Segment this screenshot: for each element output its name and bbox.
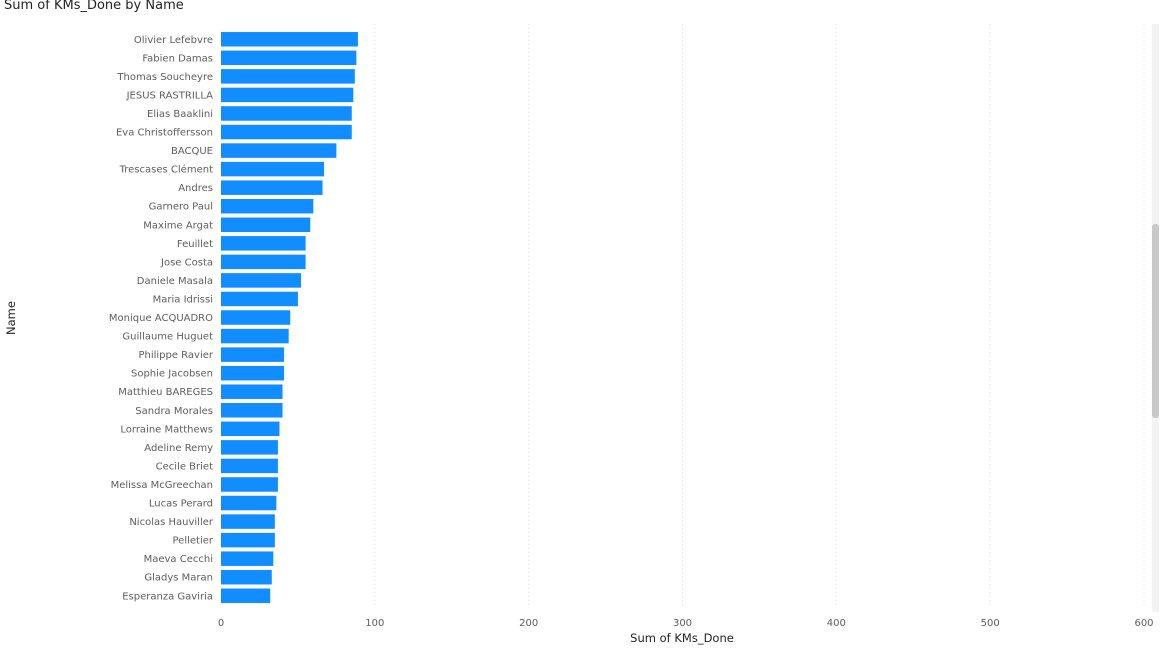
bar[interactable] [221,87,354,103]
x-tick-label: 500 [981,618,1000,629]
bar[interactable] [221,551,274,566]
bar[interactable] [221,365,285,381]
category-label: Trescases Clément [119,164,213,176]
category-label: Philippe Ravier [138,350,213,361]
bar[interactable] [221,532,275,548]
category-label: Fabien Damas [142,53,213,64]
category-label: Lorraine Matthews [120,424,213,435]
bar[interactable] [221,161,325,177]
x-tick-labels: 0 100 200 300 400 500 600 [218,618,1154,629]
category-label: Esperanza Gaviria [122,591,213,602]
bar[interactable] [221,477,278,492]
bar[interactable] [221,328,289,344]
category-label: Adeline Remy [144,443,213,454]
bar[interactable] [221,421,280,437]
bar[interactable] [221,514,275,529]
x-tick-label: 600 [1134,618,1153,629]
bar[interactable] [221,106,352,121]
chart-title: Sum of KMs_Done by Name [4,0,184,13]
category-label: Jose Costa [160,257,213,268]
category-label: Eva Christoffersson [116,128,213,139]
x-axis-title: Sum of KMs_Done [630,631,734,645]
x-tick-label: 100 [365,618,384,629]
category-label: Maxime Argat [143,220,213,231]
bar[interactable] [221,69,355,84]
category-label: Cecile Briet [156,461,213,472]
category-label: Elias Baaklini [147,109,213,120]
x-tick-label: 0 [218,618,224,629]
bar[interactable] [221,50,357,66]
category-label: Garnero Paul [149,202,213,213]
x-tick-label: 300 [673,618,692,629]
category-label: Thomas Soucheyre [116,72,213,83]
bar[interactable] [221,403,283,418]
category-label: Sophie Jacobsen [131,369,213,380]
category-label: Guillaume Huguet [122,332,213,343]
category-label: Matthieu BAREGES [118,387,213,398]
category-labels: Olivier Lefebvre Fabien Damas Thomas Souch… [109,35,214,603]
bar[interactable] [221,32,358,47]
gridlines [374,24,1145,606]
bar[interactable] [221,440,278,455]
bar[interactable] [221,180,323,195]
x-tick-label: 200 [519,618,538,629]
category-label: Melissa McGreechan [111,480,213,491]
bar[interactable] [221,310,291,325]
category-label: BACQUE [171,146,213,157]
bar[interactable] [221,495,277,511]
vertical-scrollbar[interactable] [1152,24,1159,612]
category-label: Andres [178,183,213,194]
category-label: Monique ACQUADRO [109,313,213,324]
x-tick-label: 400 [827,618,846,629]
y-axis-title: Name [4,301,18,335]
bar[interactable] [221,198,314,214]
category-label: Sandra Morales [135,406,213,417]
bar[interactable] [221,236,306,251]
scrollbar-thumb[interactable] [1152,223,1159,418]
category-label: JESUS RASTRILLA [126,90,214,101]
category-label: Gladys Maran [144,573,213,584]
category-label: Pelletier [173,536,214,547]
category-label: Olivier Lefebvre [134,35,213,46]
bar[interactable] [221,254,306,270]
category-label: Maeva Cecchi [144,554,213,565]
bar[interactable] [221,124,352,140]
bar[interactable] [221,217,311,233]
bar[interactable] [221,273,301,288]
category-label: Lucas Perard [149,499,213,510]
bar[interactable] [221,384,283,399]
bar[interactable] [221,291,298,307]
category-label: Feuillet [177,239,213,250]
category-label: Daniele Masala [137,276,213,287]
category-label: Nicolas Hauviller [129,517,214,528]
bar[interactable] [221,347,285,362]
bar[interactable] [221,588,271,604]
category-label: Maria Idrissi [153,294,213,305]
bars [221,32,358,604]
bar[interactable] [221,143,337,158]
bar[interactable] [221,569,272,585]
bar[interactable] [221,458,278,474]
